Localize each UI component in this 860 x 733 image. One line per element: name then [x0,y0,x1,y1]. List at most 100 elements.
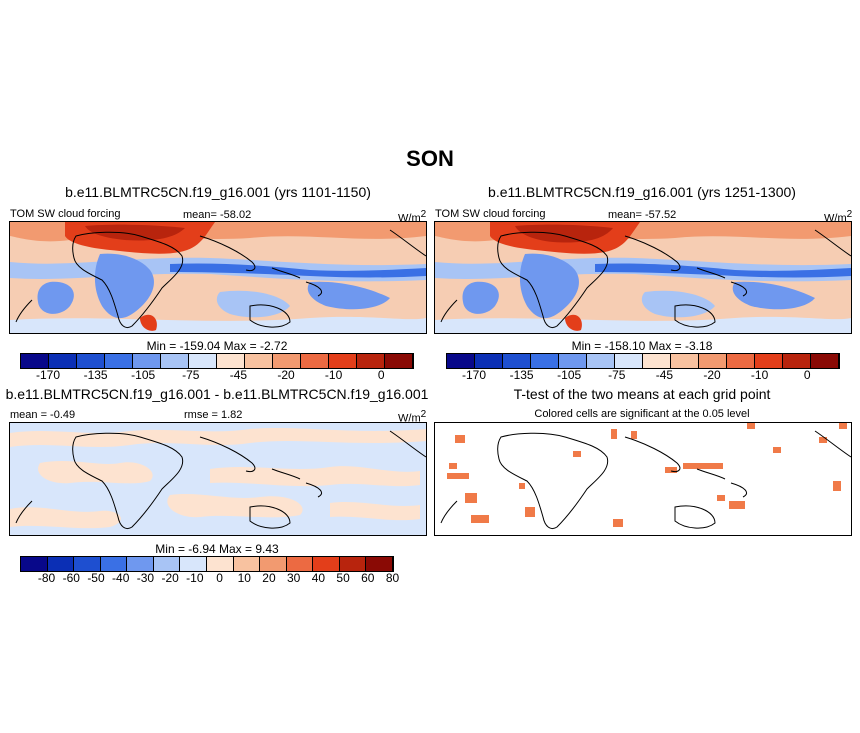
colorbar-label: -45 [229,368,248,382]
p4-cell [631,431,637,439]
colorbar-label: -80 [37,571,56,585]
colorbar-label: 60 [361,571,375,585]
panel4-subtitle: Colored cells are significant at the 0.0… [534,408,750,420]
panel2-colorbar [446,353,840,369]
colorbar-cell [329,354,357,368]
colorbar-cell [727,354,755,368]
p4-cell [471,515,489,523]
colorbar-label: -170 [35,368,61,382]
p1-namibia-red [140,314,157,331]
colorbar-label: 0 [216,571,223,585]
p4-asia-coast [624,436,747,529]
colorbar-label: -60 [62,571,80,585]
colorbar-label: -20 [703,368,721,382]
colorbar-cell [313,557,340,571]
colorbar-label: -20 [277,368,295,382]
figure-title: SON [406,146,454,171]
panel1-field [10,222,426,333]
colorbar-cell [127,557,154,571]
p2-edge-coast [440,229,851,323]
colorbar-label: 30 [286,571,301,585]
colorbar-label: -10 [186,571,204,585]
colorbar-label: -75 [608,368,626,382]
p3-asia-coast [199,436,322,529]
p3-blob-1 [10,428,426,447]
colorbar-cell [475,354,503,368]
colorbar-cell [671,354,699,368]
colorbar-cell [260,557,287,571]
p2-south-atl-blue [462,281,499,314]
panel3-colorbar [20,556,394,572]
colorbar-cell [189,354,217,368]
p4-cell [519,483,525,489]
colorbar-cell [105,354,133,368]
colorbar-cell [153,557,181,571]
panel2-colorbar-labels: -170 -135 -105 -75 -45 -20 -10 0 [446,366,838,382]
colorbar-cell [21,354,49,368]
colorbar-cell [699,354,727,368]
panel3-units: W/m2 [398,409,426,425]
panel2-stats: Min = -158.10 Max = -3.18 [571,339,713,353]
colorbar-label: 40 [311,571,326,585]
panel1-units-sup: 2 [420,209,427,220]
colorbar-cell [301,354,329,368]
p4-cell [455,435,465,443]
colorbar-cell [77,354,105,368]
p2-sahara-dark [515,224,613,243]
panel1-colorbar-labels: -170 -135 -105 -75 -45 -20 -10 0 [20,366,412,382]
p4-cell [747,423,755,429]
p1-indian-blue [216,290,290,318]
p4-cell [729,501,745,509]
colorbar-label: -105 [131,368,156,382]
colorbar-label: 20 [262,571,276,585]
p1-asia-coast [199,235,322,328]
p4-cell [773,447,781,453]
panel1-colorbar [20,353,414,369]
colorbar-label: 0 [377,368,385,382]
p3-africa-coast [72,432,184,530]
colorbar-label: 10 [237,571,251,585]
colorbar-cell [615,354,643,368]
colorbar-cell [180,557,207,571]
panel2-mean-label: mean= -57.52 [608,209,677,221]
p1-south-band [10,316,426,333]
panel3-title: b.e11.BLMTRC5CN.f19_g16.001 - b.e11.BLMT… [5,386,429,402]
p3-blob-2 [38,461,153,484]
colorbar-cell [161,354,189,368]
colorbar-label: 50 [336,571,350,585]
panel1-mean-label: mean= -58.02 [183,209,252,221]
p1-sahara-dark [85,224,185,241]
p1-africa-coast [72,231,184,329]
panel3-field [10,423,426,535]
p4-significant-cells [447,423,847,527]
panel1-title: b.e11.BLMTRC5CN.f19_g16.001 (yrs 1101-11… [65,184,371,200]
colorbar-label: -20 [161,571,179,585]
p4-cell [819,437,827,443]
colorbar-cell [643,354,671,368]
p4-cell [525,507,535,517]
panel4-field [435,423,851,535]
colorbar-label: -10 [324,368,343,382]
panel3-units-sup: 2 [420,409,427,420]
p4-cell [683,463,723,469]
panel3-colorbar-labels: -80 -60 -50 -40 -30 -20 -10 0 10 20 30 40 50 60 80 [20,569,399,585]
panel3-map [9,422,427,536]
colorbar-cell [503,354,531,368]
panel1-map [9,221,427,334]
colorbar-cell [74,557,101,571]
p4-cell [717,495,725,501]
p4-cell [449,463,457,469]
colorbar-cell [49,354,77,368]
colorbar-label: -105 [557,368,582,382]
p2-asia-coast [624,235,747,328]
colorbar-cell [783,354,811,368]
colorbar-label: -135 [509,368,534,382]
p4-cell [611,429,617,439]
p1-south-atl-blue [37,281,74,314]
p1-pacific-blue [307,281,390,310]
panel1-stats: Min = -159.04 Max = -2.72 [146,339,288,353]
p4-bg [435,423,851,535]
p2-namibia-red [565,314,582,331]
p4-cell [573,451,581,457]
colorbar-cell [100,557,128,571]
